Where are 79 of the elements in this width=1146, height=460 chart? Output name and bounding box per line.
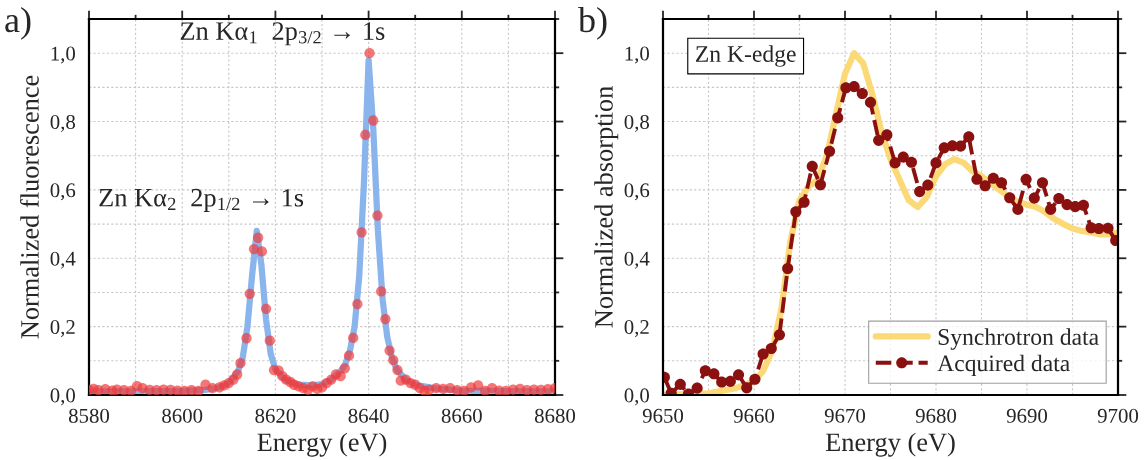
x-tick-label: 8600 [162, 408, 203, 423]
point [1036, 177, 1049, 189]
point [955, 140, 967, 152]
point [674, 378, 686, 390]
x-tick-label: 9700 [1097, 408, 1139, 423]
point [708, 368, 720, 380]
point [732, 369, 745, 381]
x-tick-label: 8640 [348, 408, 389, 423]
point [905, 156, 917, 168]
y-tick-label: 0,4 [624, 251, 650, 269]
point [724, 375, 736, 387]
point [741, 382, 753, 394]
point [757, 348, 769, 360]
x-tick-label: 9690 [1006, 408, 1048, 423]
point [1102, 222, 1114, 234]
point [914, 186, 926, 198]
point [864, 96, 877, 108]
legend-label: Synchrotron data [938, 328, 1099, 350]
point [971, 173, 983, 185]
point [823, 145, 836, 157]
x-tick-label: 8620 [255, 408, 296, 423]
y-axis-title: Normalized fluorescence [20, 75, 39, 339]
point [1053, 192, 1065, 205]
y-tick-label: 0,2 [50, 320, 75, 338]
text: a) [5, 6, 31, 40]
point [848, 81, 860, 93]
point [995, 177, 1008, 189]
annotation: Zn K-edge [695, 45, 796, 67]
point [922, 179, 934, 191]
annotation: Zn Kα$_{1}$ 2p$_{3/2}$ → 1s [180, 22, 385, 46]
point [691, 382, 703, 394]
x-axis-title: Energy (eV) [257, 432, 387, 457]
point [987, 172, 999, 184]
point [806, 160, 818, 172]
point [930, 157, 942, 169]
y-tick-label: 0,6 [624, 183, 650, 201]
y-tick-label: 0,2 [624, 320, 649, 338]
point [1012, 203, 1024, 215]
point [897, 151, 909, 163]
point [856, 87, 868, 100]
y-tick-label: 1,0 [625, 46, 650, 64]
x-tick-label: 9650 [642, 408, 684, 423]
point [889, 157, 901, 169]
point [963, 131, 975, 143]
point [873, 134, 885, 146]
point [1028, 192, 1040, 204]
point [814, 179, 826, 191]
x-axis-title: Energy (eV) [825, 432, 955, 457]
text: b) [578, 6, 607, 40]
x-tick-label: 8680 [534, 408, 576, 423]
point [1004, 192, 1016, 204]
x-tick-label: 9660 [733, 408, 775, 423]
x-tick-label: 8660 [441, 408, 482, 423]
point [798, 196, 810, 208]
point [1020, 173, 1032, 185]
point [881, 129, 893, 141]
point [1077, 199, 1089, 211]
x-tick-label: 9670 [824, 408, 866, 423]
point [773, 329, 786, 341]
annotation: Zn Kα$_{2}$ 2p$_{1/2}$ → 1s [99, 188, 304, 212]
point [765, 342, 777, 355]
point [782, 262, 794, 275]
y-tick-label: 0,4 [50, 251, 76, 269]
y-tick-label: 0,0 [50, 388, 76, 406]
y-tick-label: 1,0 [51, 46, 76, 64]
x-tick-label: 8580 [68, 408, 110, 423]
y-tick-label: 0,6 [50, 183, 76, 201]
legend-label: Acquired data [937, 354, 1070, 377]
x-tick-label: 9680 [915, 408, 957, 423]
point [790, 206, 802, 218]
y-tick-label: 0,8 [50, 114, 76, 132]
y-tick-label: 0,0 [624, 388, 650, 406]
point [699, 365, 711, 377]
y-axis-title: Normalized absorption [594, 86, 619, 328]
point [1045, 203, 1057, 215]
point [749, 373, 761, 385]
point [979, 180, 991, 192]
point [832, 112, 844, 124]
y-tick-label: 0,8 [624, 114, 650, 132]
